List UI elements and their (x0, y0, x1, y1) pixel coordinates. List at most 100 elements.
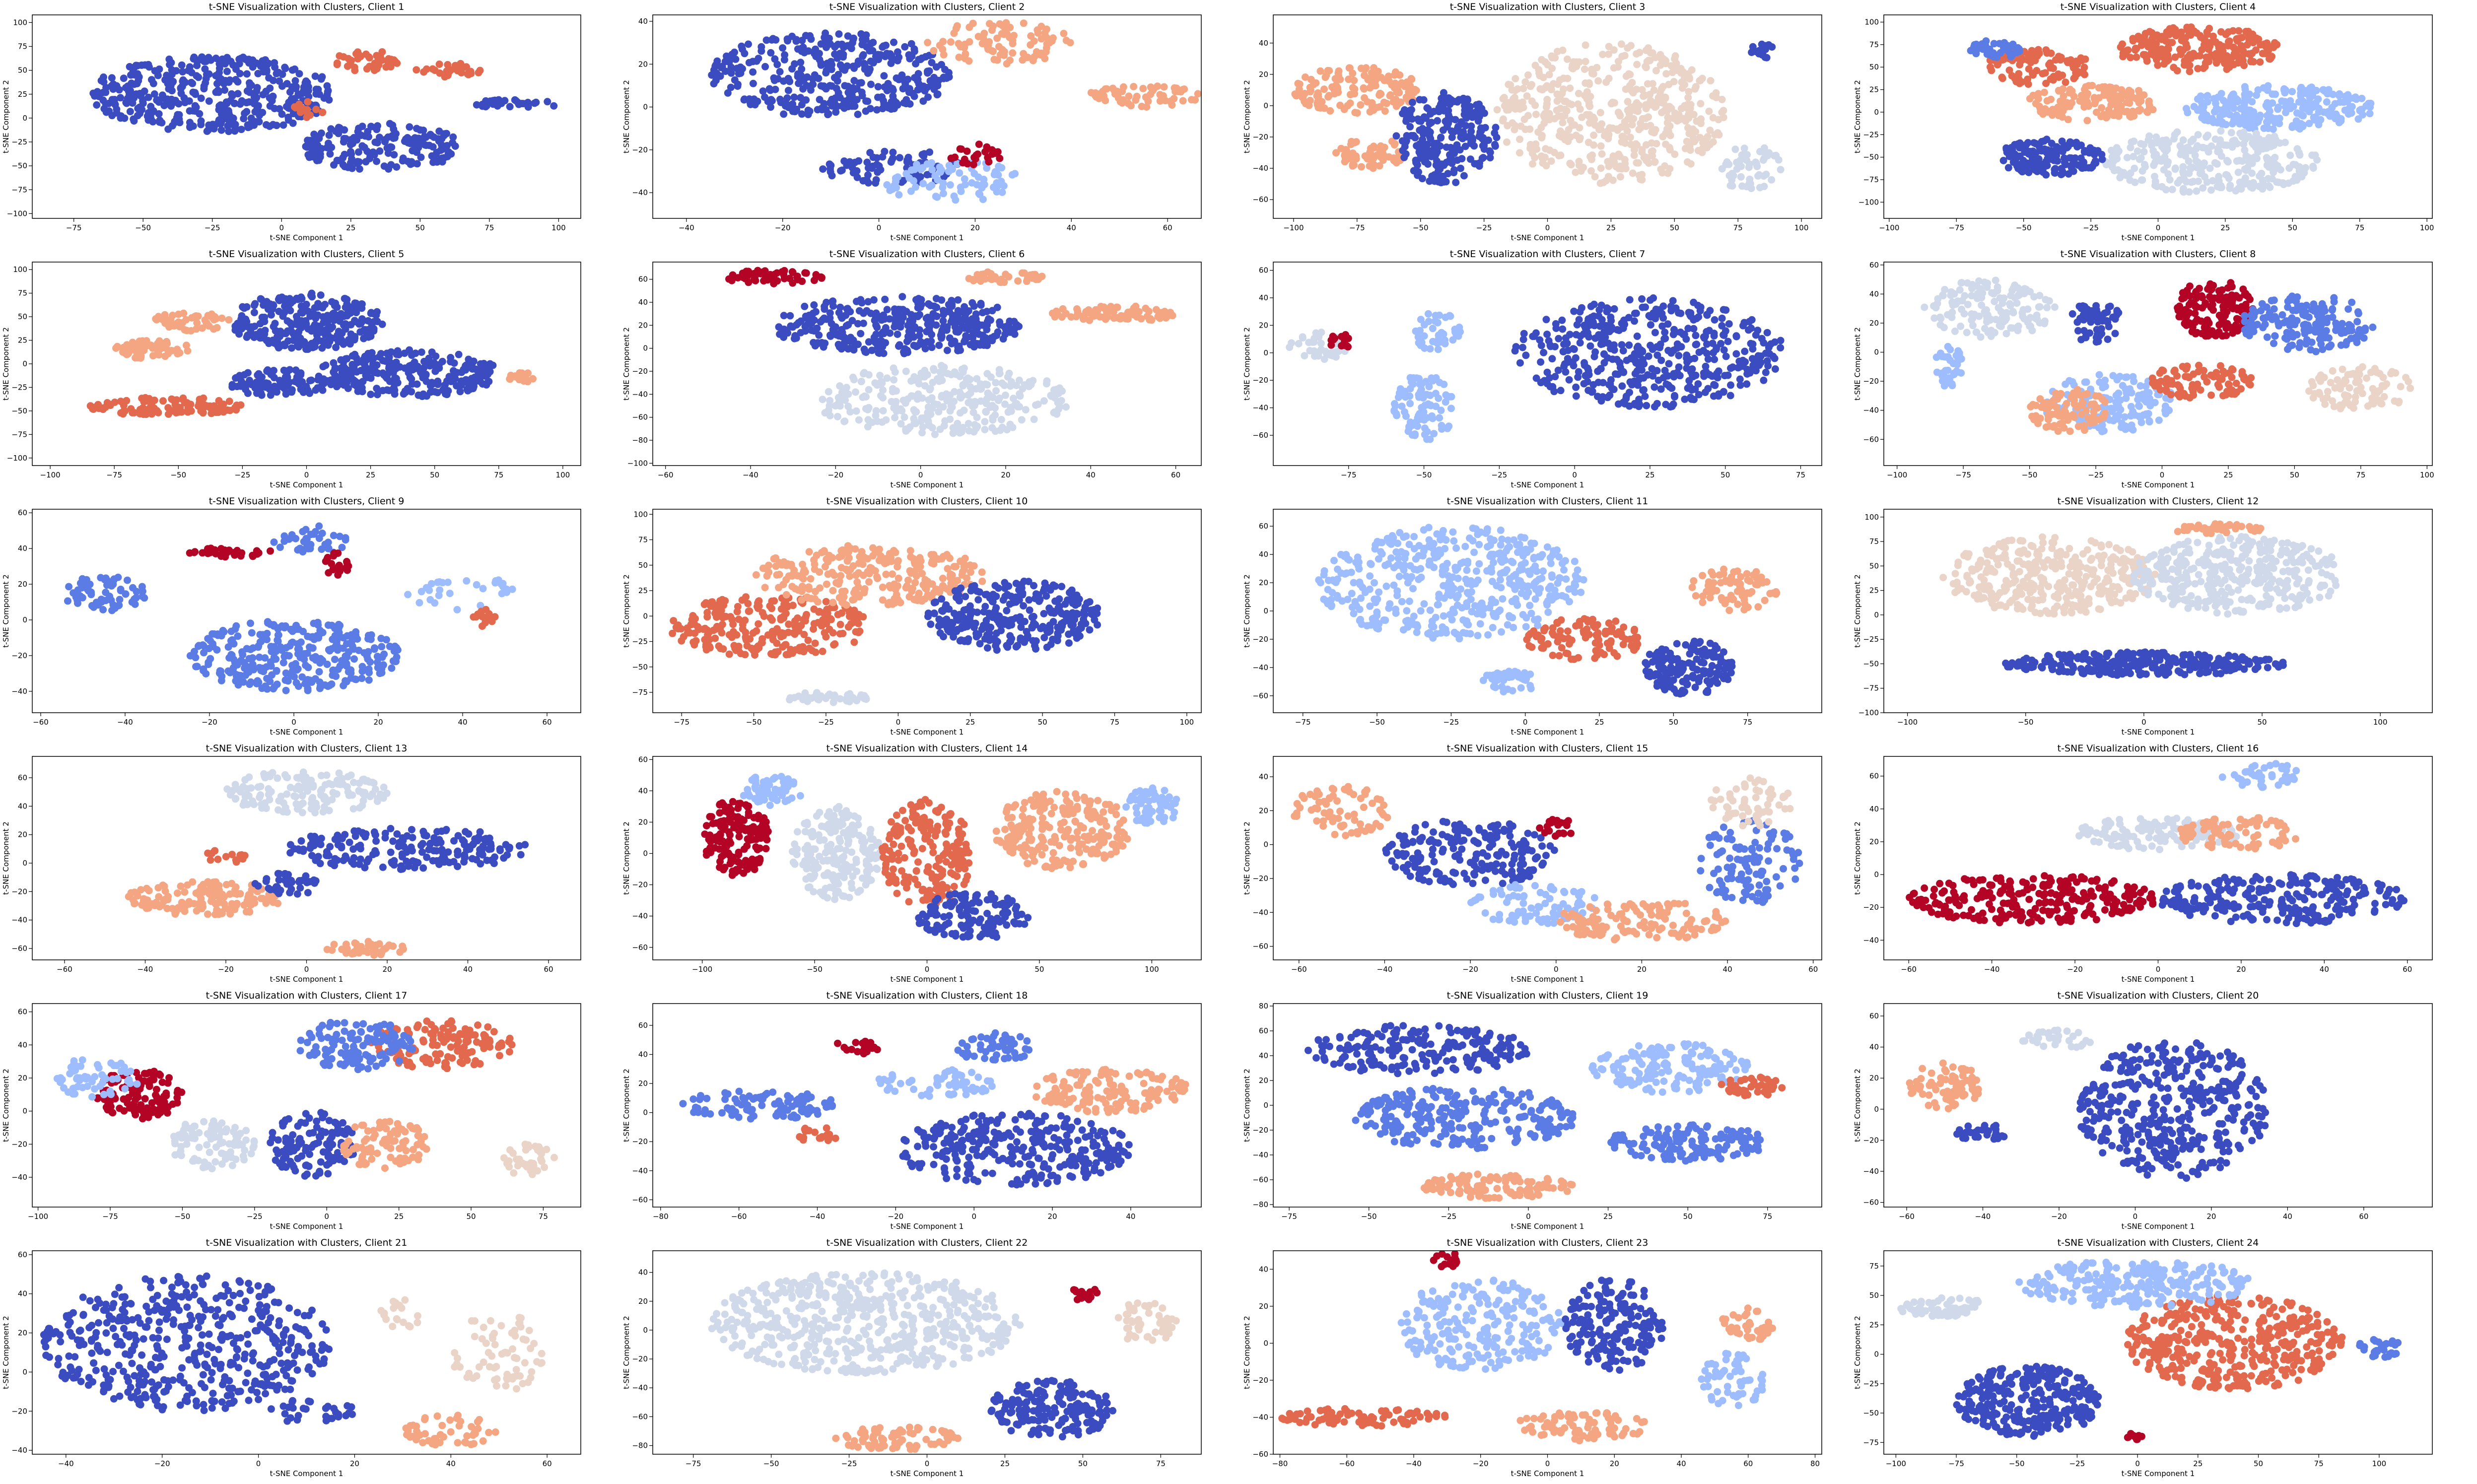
data-point (482, 97, 490, 105)
data-point (426, 362, 434, 370)
data-point (1640, 92, 1648, 100)
data-point (244, 389, 252, 397)
data-point (1467, 139, 1475, 147)
data-point (2234, 53, 2242, 61)
data-point (532, 98, 540, 106)
data-point (1551, 54, 1559, 62)
data-point (995, 43, 1003, 51)
data-point (1347, 140, 1355, 148)
data-point (2295, 163, 2303, 171)
data-point (816, 96, 824, 104)
data-point (961, 158, 969, 166)
data-point (2090, 147, 2098, 155)
data-point (2204, 45, 2212, 53)
data-point (2242, 152, 2250, 160)
data-point (318, 337, 326, 345)
data-point (436, 69, 444, 77)
data-point (133, 349, 141, 357)
data-point (906, 323, 914, 331)
data-point (155, 65, 163, 73)
data-point (286, 307, 294, 315)
data-point (2023, 167, 2031, 175)
data-point (278, 293, 286, 301)
data-point (863, 307, 871, 315)
data-point (240, 371, 248, 379)
data-point (1444, 170, 1452, 178)
data-point (2081, 70, 2088, 78)
data-point (1191, 96, 1199, 104)
data-point (1400, 153, 1408, 161)
data-point (1115, 89, 1123, 97)
data-point (1633, 61, 1641, 68)
data-point (303, 106, 311, 114)
data-point (1393, 88, 1401, 96)
data-point (2158, 143, 2166, 151)
data-point (2094, 147, 2102, 155)
data-point (392, 375, 400, 383)
data-point (2051, 169, 2059, 177)
data-point (2028, 157, 2036, 165)
data-point (309, 343, 317, 351)
data-point (1352, 138, 1360, 146)
data-point (300, 83, 308, 91)
data-point (364, 333, 372, 341)
data-point (391, 361, 399, 369)
data-point (1360, 84, 1368, 92)
data-point (955, 342, 963, 350)
data-point (2227, 93, 2235, 100)
data-point (776, 95, 784, 103)
data-point (139, 96, 147, 104)
data-point (1412, 86, 1420, 94)
data-point (1615, 165, 1623, 172)
data-point (1718, 108, 1726, 116)
data-point (1509, 119, 1516, 127)
data-point (1557, 127, 1564, 135)
data-point (2155, 34, 2163, 42)
data-point (1617, 40, 1625, 48)
data-point (2217, 152, 2225, 160)
data-point (1516, 135, 1523, 143)
data-point (2150, 161, 2158, 169)
data-point (2324, 110, 2332, 118)
data-point (1605, 131, 1613, 138)
data-point (2158, 48, 2166, 56)
data-point (117, 409, 125, 417)
data-point (2077, 92, 2085, 99)
data-point (1557, 151, 1565, 159)
data-point (2158, 183, 2166, 191)
data-point (2293, 145, 2301, 153)
data-point (1705, 107, 1713, 115)
data-point (1589, 113, 1597, 121)
data-point (2080, 158, 2087, 166)
data-point (2239, 129, 2247, 136)
data-point (1765, 149, 1773, 157)
data-point (1540, 119, 1548, 127)
data-point (330, 161, 338, 169)
data-point (296, 335, 304, 342)
data-point (385, 353, 393, 361)
data-point (949, 312, 957, 320)
data-point (1568, 101, 1576, 109)
data-point (815, 331, 823, 339)
data-point (821, 339, 828, 347)
data-point (838, 40, 846, 48)
data-point (346, 340, 354, 348)
data-point (877, 51, 885, 59)
data-point (1320, 104, 1328, 112)
data-point (362, 364, 370, 372)
data-point (968, 315, 976, 323)
data-point (901, 345, 909, 353)
data-point (864, 164, 872, 172)
data-point (833, 103, 841, 110)
data-point (392, 365, 400, 373)
data-point (1479, 125, 1487, 133)
data-point (413, 160, 421, 168)
data-point (411, 141, 418, 149)
data-point (232, 406, 240, 414)
data-point (842, 311, 850, 319)
data-point (247, 323, 255, 331)
data-point (948, 340, 956, 347)
data-point (840, 342, 848, 350)
data-point (1006, 327, 1014, 335)
data-point (294, 329, 302, 337)
